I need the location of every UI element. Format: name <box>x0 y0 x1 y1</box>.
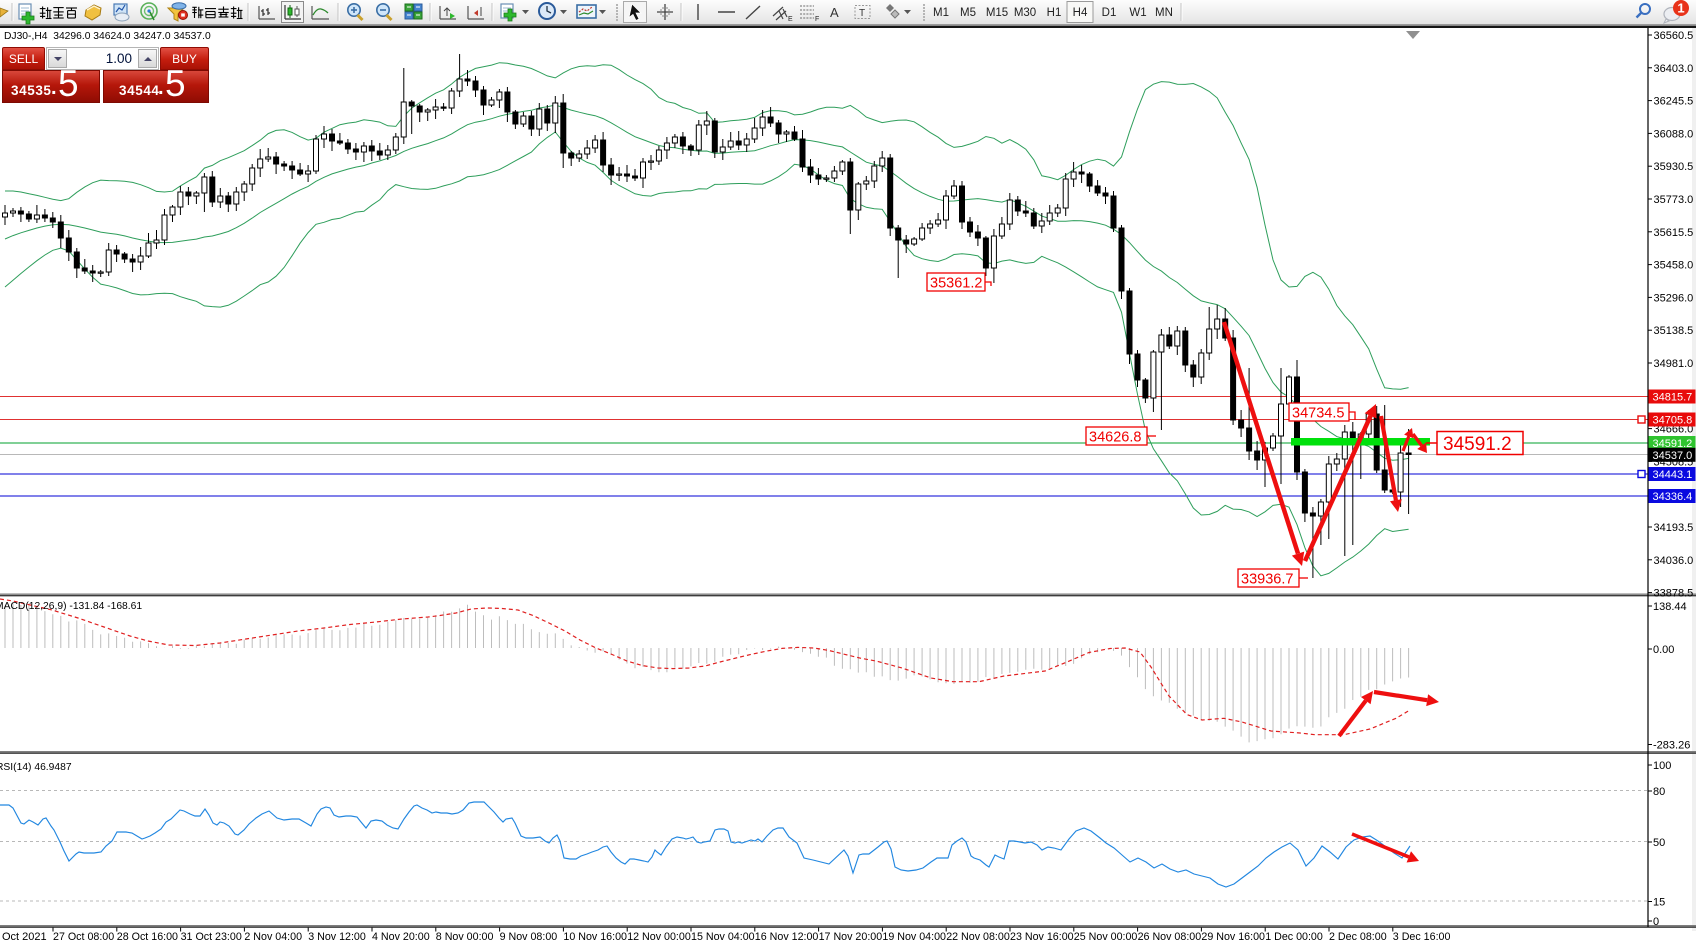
svg-text:34591.2: 34591.2 <box>1653 438 1693 450</box>
svg-text:34443.1: 34443.1 <box>1653 469 1693 481</box>
svg-text:M1: M1 <box>933 7 949 19</box>
svg-text:H4: H4 <box>1073 7 1088 19</box>
svg-text:F: F <box>815 16 819 23</box>
svg-text:M30: M30 <box>1014 7 1036 19</box>
svg-text:35615.5: 35615.5 <box>1654 227 1694 239</box>
svg-text:4 Nov 20:00: 4 Nov 20:00 <box>372 931 430 942</box>
svg-text:W1: W1 <box>1129 7 1146 19</box>
svg-text:26 Nov 08:00: 26 Nov 08:00 <box>1138 931 1202 942</box>
svg-text:8 Nov 00:00: 8 Nov 00:00 <box>436 931 494 942</box>
svg-text:35138.5: 35138.5 <box>1654 325 1694 337</box>
svg-text:29 Nov 16:00: 29 Nov 16:00 <box>1201 931 1265 942</box>
svg-text:34626.8: 34626.8 <box>1089 430 1141 446</box>
svg-text:H1: H1 <box>1047 7 1062 19</box>
svg-text:-283.26: -283.26 <box>1653 740 1690 752</box>
svg-text:138.44: 138.44 <box>1653 601 1687 613</box>
svg-text:34815.7: 34815.7 <box>1653 392 1693 404</box>
svg-text:A: A <box>830 5 839 20</box>
svg-text:15: 15 <box>1653 897 1665 909</box>
svg-text:50: 50 <box>1653 837 1665 849</box>
svg-text:35458.0: 35458.0 <box>1654 260 1694 272</box>
svg-text:12 Nov 00:00: 12 Nov 00:00 <box>627 931 691 942</box>
svg-text:9 Nov 08:00: 9 Nov 08:00 <box>500 931 558 942</box>
svg-text:MN: MN <box>1155 7 1173 19</box>
svg-text:10 Nov 16:00: 10 Nov 16:00 <box>563 931 627 942</box>
svg-text:0.00: 0.00 <box>1653 644 1674 656</box>
svg-text:MACD(12,26,9) -131.84 -168.61: MACD(12,26,9) -131.84 -168.61 <box>0 601 142 612</box>
svg-text:34336.4: 34336.4 <box>1653 491 1693 503</box>
svg-text:33936.7: 33936.7 <box>1241 572 1293 588</box>
svg-text:34705.8: 34705.8 <box>1653 415 1693 427</box>
svg-text:34193.5: 34193.5 <box>1654 522 1694 534</box>
svg-text:D1: D1 <box>1102 7 1117 19</box>
svg-text:31 Oct 23:00: 31 Oct 23:00 <box>181 931 242 942</box>
svg-text:36245.5: 36245.5 <box>1654 96 1694 108</box>
svg-text:16 Nov 12:00: 16 Nov 12:00 <box>755 931 819 942</box>
svg-text:M15: M15 <box>986 7 1008 19</box>
svg-text:1 Dec 00:00: 1 Dec 00:00 <box>1265 931 1323 942</box>
svg-text:2 Dec 08:00: 2 Dec 08:00 <box>1329 931 1387 942</box>
svg-text:35773.0: 35773.0 <box>1654 194 1694 206</box>
svg-text:1: 1 <box>1677 1 1684 16</box>
svg-text:33878.5: 33878.5 <box>1654 588 1694 600</box>
svg-text:19 Nov 04:00: 19 Nov 04:00 <box>882 931 946 942</box>
svg-text:M5: M5 <box>960 7 976 19</box>
svg-text:23 Nov 16:00: 23 Nov 16:00 <box>1010 931 1074 942</box>
svg-text:3 Nov 12:00: 3 Nov 12:00 <box>308 931 366 942</box>
svg-text:27 Oct 08:00: 27 Oct 08:00 <box>53 931 114 942</box>
svg-text:22 Nov 08:00: 22 Nov 08:00 <box>946 931 1010 942</box>
svg-text:28 Oct 16:00: 28 Oct 16:00 <box>117 931 178 942</box>
svg-text:2 Nov 04:00: 2 Nov 04:00 <box>244 931 302 942</box>
svg-text:3 Dec 16:00: 3 Dec 16:00 <box>1393 931 1451 942</box>
svg-text:34591.2: 34591.2 <box>1443 434 1512 455</box>
svg-text:0: 0 <box>1653 916 1659 928</box>
svg-text:34666.0: 34666.0 <box>1654 424 1694 436</box>
svg-text:Oct 2021: Oct 2021 <box>2 931 47 942</box>
svg-text:36403.0: 36403.0 <box>1654 63 1694 75</box>
svg-text:34537.0: 34537.0 <box>1653 450 1693 462</box>
svg-text:17 Nov 20:00: 17 Nov 20:00 <box>819 931 883 942</box>
svg-text:E: E <box>788 16 793 23</box>
svg-text:35361.2: 35361.2 <box>930 276 982 292</box>
svg-text:34981.0: 34981.0 <box>1654 358 1694 370</box>
svg-text:RSI(14) 46.9487: RSI(14) 46.9487 <box>0 762 72 773</box>
svg-text:35296.0: 35296.0 <box>1654 292 1694 304</box>
svg-text:100: 100 <box>1653 760 1671 772</box>
svg-text:T: T <box>859 8 865 19</box>
svg-text:15 Nov 04:00: 15 Nov 04:00 <box>691 931 755 942</box>
svg-text:34036.0: 34036.0 <box>1654 555 1694 567</box>
svg-text:34734.5: 34734.5 <box>1292 406 1344 422</box>
svg-text:25 Nov 00:00: 25 Nov 00:00 <box>1074 931 1138 942</box>
svg-text:35930.5: 35930.5 <box>1654 161 1694 173</box>
svg-text:36560.5: 36560.5 <box>1654 30 1694 42</box>
svg-text:80: 80 <box>1653 786 1665 798</box>
svg-text:36088.0: 36088.0 <box>1654 128 1694 140</box>
